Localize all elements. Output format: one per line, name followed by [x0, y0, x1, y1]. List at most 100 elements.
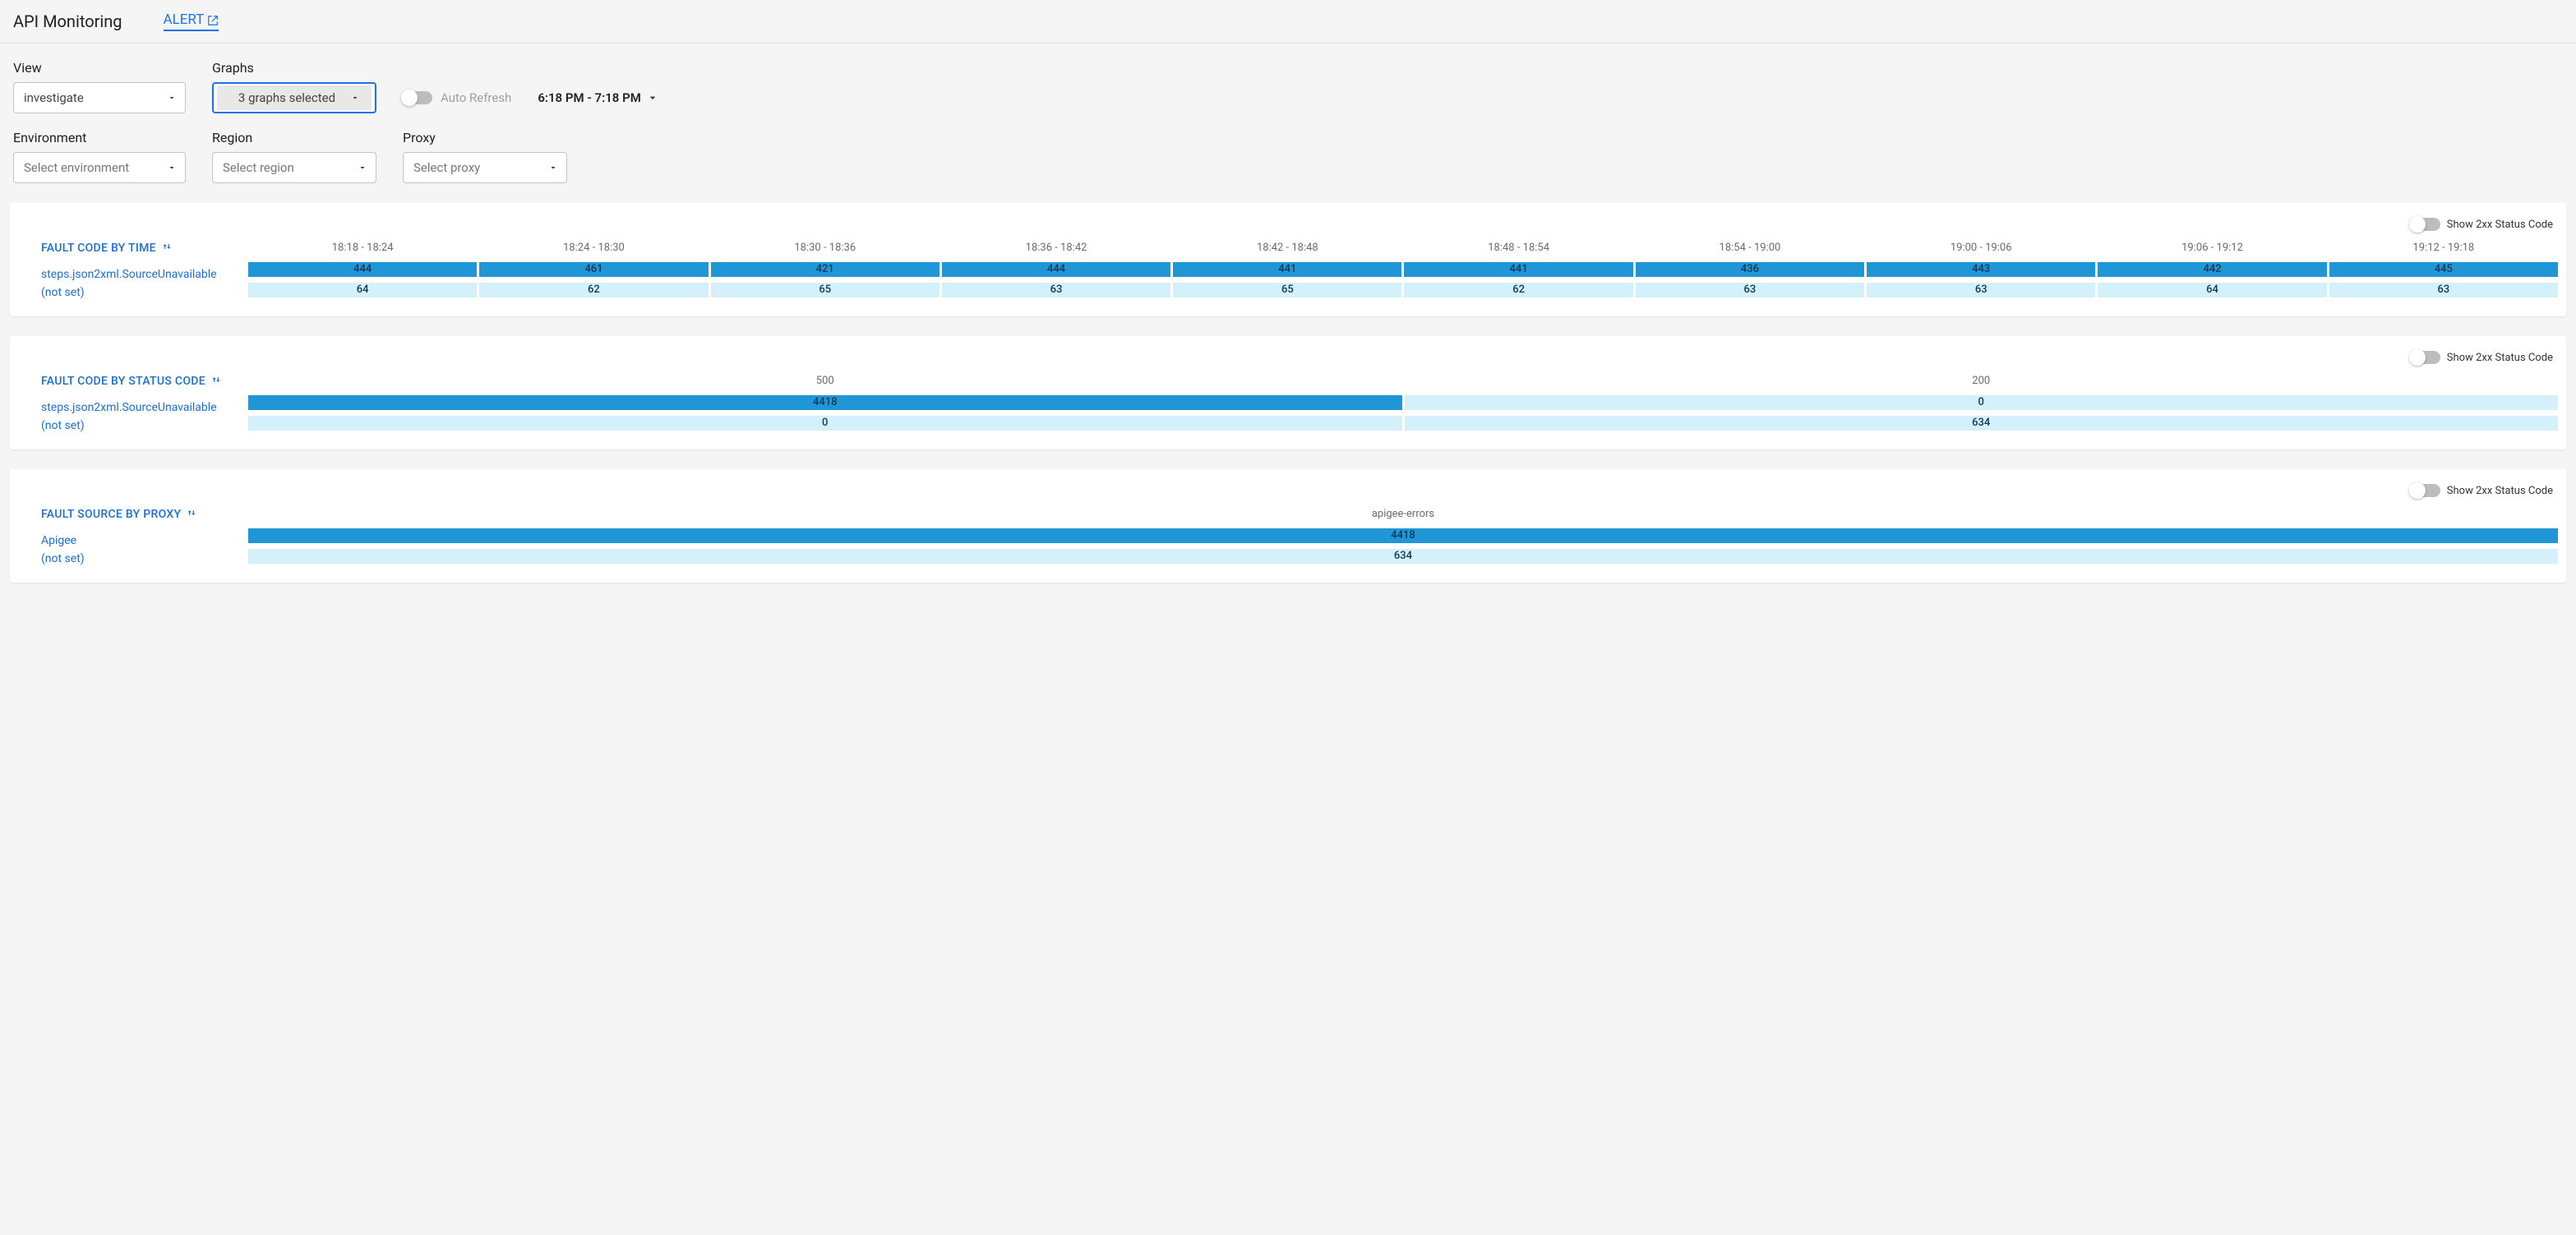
show-2xx-label: Show 2xx Status Code	[2447, 352, 2553, 364]
toggle-knob	[401, 90, 418, 106]
row-label: (not set)	[41, 417, 242, 435]
panel-toggle-row: Show 2xx Status Code	[18, 218, 2558, 239]
panel-data-col: 18:18 - 18:2418:24 - 18:3018:30 - 18:361…	[248, 239, 2558, 301]
column-headers: apigee-errors	[248, 505, 2558, 523]
swap-axes-icon[interactable]	[186, 507, 197, 522]
column-header: apigee-errors	[248, 505, 2558, 523]
panel-rowhead-col: FAULT SOURCE BY PROXYApigee(not set)	[18, 505, 248, 568]
data-cell: 444	[942, 262, 1170, 277]
panel-toggle-row: Show 2xx Status Code	[18, 484, 2558, 505]
show-2xx-label: Show 2xx Status Code	[2447, 219, 2553, 231]
panels-root: Show 2xx Status Code FAULT CODE BY TIME st…	[0, 203, 2576, 583]
show-2xx-toggle[interactable]	[2411, 218, 2440, 231]
page-header: API Monitoring ALERT	[0, 0, 2576, 44]
data-cell: 0	[248, 416, 1402, 431]
chevron-down-icon	[548, 163, 558, 173]
column-header: 18:18 - 18:24	[248, 239, 477, 257]
column-header: 200	[1405, 372, 2559, 390]
proxy-label: Proxy	[403, 130, 567, 145]
column-header: 18:24 - 18:30	[479, 239, 708, 257]
region-select[interactable]: Select region	[212, 152, 376, 183]
data-cell: 442	[2098, 262, 2326, 277]
data-cell: 4418	[248, 395, 1402, 410]
toggle-knob	[2409, 482, 2426, 499]
data-row: 444461421444441441436443442445	[248, 262, 2558, 280]
data-cell: 63	[2329, 283, 2558, 297]
region-label: Region	[212, 130, 376, 145]
data-cell: 436	[1636, 262, 1864, 277]
column-header: 19:12 - 19:18	[2329, 239, 2558, 257]
graphs-label: Graphs	[212, 60, 376, 76]
data-cell: 444	[248, 262, 477, 277]
toggle-knob	[2409, 216, 2426, 233]
chevron-down-icon	[350, 93, 360, 103]
data-cell: 441	[1173, 262, 1401, 277]
column-header: 18:54 - 19:00	[1636, 239, 1864, 257]
view-select[interactable]: investigate	[13, 82, 186, 113]
column-header: 18:30 - 18:36	[711, 239, 939, 257]
swap-axes-icon[interactable]	[161, 241, 173, 256]
panel-title: FAULT SOURCE BY PROXY	[41, 505, 197, 523]
chevron-down-icon	[167, 93, 177, 103]
graphs-select-value: 3 graphs selected	[238, 90, 335, 105]
data-row: 44180	[248, 395, 2558, 413]
column-header: 19:06 - 19:12	[2098, 239, 2326, 257]
data-row: 64626563656263636463	[248, 283, 2558, 301]
column-header: 18:48 - 18:54	[1404, 239, 1632, 257]
data-cell: 634	[248, 549, 2558, 564]
auto-refresh-label: Auto Refresh	[441, 90, 511, 105]
column-header: 18:42 - 18:48	[1173, 239, 1401, 257]
chevron-down-icon	[167, 163, 177, 173]
data-cell: 461	[479, 262, 708, 277]
data-cell: 64	[248, 283, 477, 297]
environment-label: Environment	[13, 130, 186, 145]
alert-link[interactable]: ALERT	[164, 12, 219, 31]
panel: Show 2xx Status Code FAULT SOURCE BY PROX…	[10, 469, 2566, 583]
show-2xx-toggle[interactable]	[2411, 351, 2440, 364]
panel-title-text: FAULT SOURCE BY PROXY	[41, 508, 181, 521]
auto-refresh-control: Auto Refresh	[403, 82, 511, 113]
environment-placeholder: Select environment	[24, 160, 129, 175]
panel-title: FAULT CODE BY STATUS CODE	[41, 372, 222, 390]
data-cell: 62	[479, 283, 708, 297]
panel-rowhead-col: FAULT CODE BY TIME steps.json2xml.SourceU…	[18, 239, 248, 302]
data-cell: 445	[2329, 262, 2558, 277]
data-cell: 421	[711, 262, 939, 277]
panel-data-col: apigee-errors 4418 634	[248, 505, 2558, 567]
show-2xx-label: Show 2xx Status Code	[2447, 485, 2553, 497]
data-row: 4418	[248, 528, 2558, 546]
data-cell: 441	[1404, 262, 1632, 277]
time-range-value: 6:18 PM - 7:18 PM	[538, 90, 641, 105]
data-cell: 63	[1867, 283, 2095, 297]
page-title: API Monitoring	[13, 12, 122, 31]
data-cell: 0	[1405, 395, 2559, 410]
panel-title-text: FAULT CODE BY TIME	[41, 242, 156, 255]
data-cell: 63	[1636, 283, 1864, 297]
chevron-down-icon	[646, 91, 659, 104]
auto-refresh-toggle[interactable]	[403, 91, 432, 104]
row-label: (not set)	[41, 283, 242, 302]
controls-region: View investigate Graphs 3 graphs selecte…	[0, 44, 2576, 203]
swap-axes-icon[interactable]	[210, 374, 222, 389]
data-cell: 634	[1405, 416, 2559, 431]
row-label: steps.json2xml.SourceUnavailable	[41, 399, 242, 417]
column-headers: 18:18 - 18:2418:24 - 18:3018:30 - 18:361…	[248, 239, 2558, 257]
column-header: 18:36 - 18:42	[942, 239, 1170, 257]
panel-data-col: 500200441800634	[248, 372, 2558, 434]
data-cell: 64	[2098, 283, 2326, 297]
row-label: Apigee	[41, 532, 242, 550]
row-label: steps.json2xml.SourceUnavailable	[41, 265, 242, 283]
data-cell: 65	[711, 283, 939, 297]
column-headers: 500200	[248, 372, 2558, 390]
environment-select[interactable]: Select environment	[13, 152, 186, 183]
time-range-picker[interactable]: 6:18 PM - 7:18 PM	[538, 82, 659, 113]
region-placeholder: Select region	[223, 160, 294, 175]
data-row: 634	[248, 549, 2558, 567]
panel-rowhead-col: FAULT CODE BY STATUS CODE steps.json2xml.…	[18, 372, 248, 435]
proxy-select[interactable]: Select proxy	[403, 152, 567, 183]
panel-body: FAULT CODE BY TIME steps.json2xml.SourceU…	[18, 239, 2558, 302]
data-cell: 63	[942, 283, 1170, 297]
data-cell: 65	[1173, 283, 1401, 297]
show-2xx-toggle[interactable]	[2411, 484, 2440, 497]
graphs-select[interactable]: 3 graphs selected	[212, 82, 376, 113]
